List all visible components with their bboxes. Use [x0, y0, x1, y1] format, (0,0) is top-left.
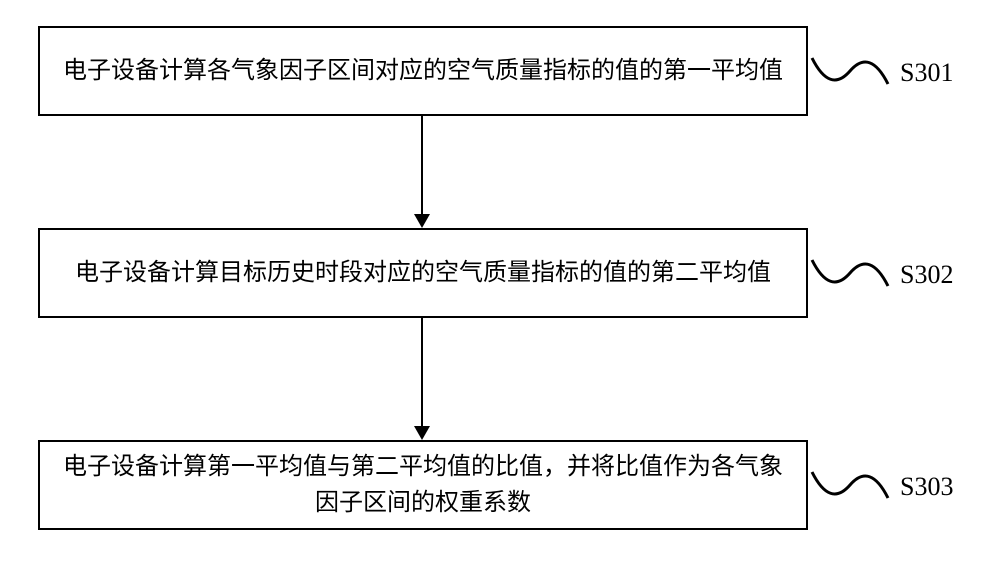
connector-curve-1 [810, 48, 890, 94]
flow-box-1: 电子设备计算各气象因子区间对应的空气质量指标的值的第一平均值 [38, 26, 808, 116]
step-label-1: S301 [900, 58, 953, 88]
flowchart-container: 电子设备计算各气象因子区间对应的空气质量指标的值的第一平均值 S301 电子设备… [0, 0, 1000, 585]
arrow-head-1 [414, 214, 430, 228]
flow-box-2: 电子设备计算目标历史时段对应的空气质量指标的值的第二平均值 [38, 228, 808, 318]
step-label-2: S302 [900, 260, 953, 290]
flow-box-1-text: 电子设备计算各气象因子区间对应的空气质量指标的值的第一平均值 [63, 53, 783, 89]
arrow-head-2 [414, 426, 430, 440]
arrow-line-1 [421, 116, 423, 214]
flow-box-3: 电子设备计算第一平均值与第二平均值的比值，并将比值作为各气象因子区间的权重系数 [38, 440, 808, 530]
flow-box-2-text: 电子设备计算目标历史时段对应的空气质量指标的值的第二平均值 [75, 255, 771, 291]
connector-curve-2 [810, 250, 890, 296]
step-label-3: S303 [900, 472, 953, 502]
flow-box-3-text: 电子设备计算第一平均值与第二平均值的比值，并将比值作为各气象因子区间的权重系数 [52, 449, 794, 521]
arrow-line-2 [421, 318, 423, 426]
connector-curve-3 [810, 462, 890, 508]
